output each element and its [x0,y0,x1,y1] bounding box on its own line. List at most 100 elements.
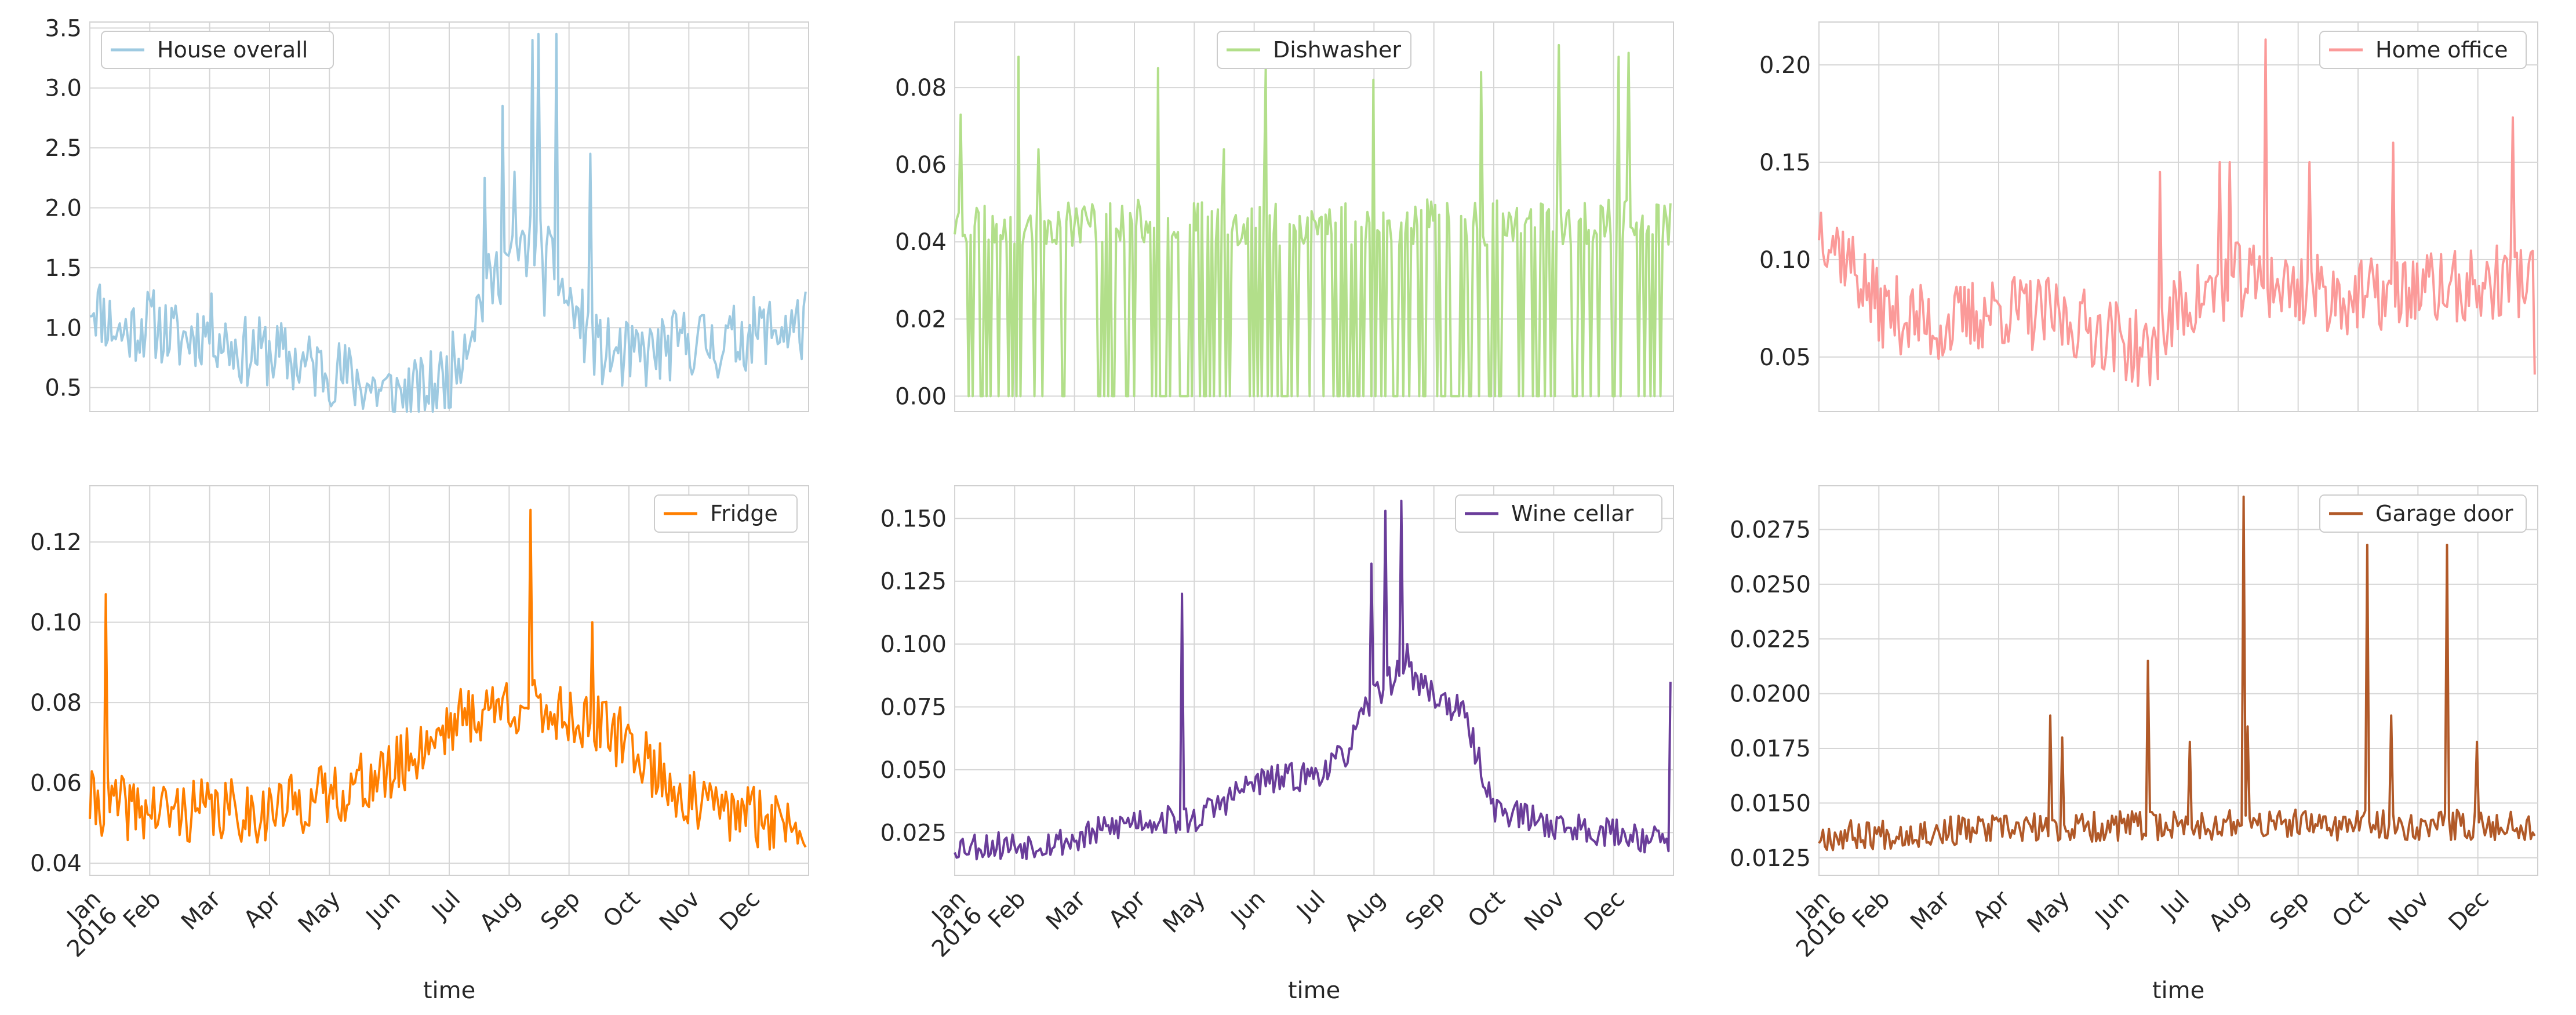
x-tick-label: Jan2016 [911,886,988,963]
x-tick-label: Nov [654,886,705,937]
x-tick-label: Nov [2384,886,2435,937]
x-tick-label: Jul [2155,886,2195,926]
y-tick-label: 0.20 [1759,52,1811,79]
chart-panel-4: 0.025 0.050 0.075 0.100 0.125 0.150 Jan2016Feb… [880,485,1674,1004]
x-axis-label: time [1288,977,1340,1004]
x-axis-label: time [423,977,475,1004]
legend-box [654,494,798,533]
y-tick-label: 0.06 [895,152,947,179]
legend-label: Garage door [2375,501,2513,526]
y-tick-label: 0.0250 [1730,572,1811,598]
y-tick-label: 0.0150 [1730,790,1811,817]
legend: Home office [2319,31,2527,69]
y-tick-label: 0.04 [30,850,82,877]
x-tick-label: Apr [1104,885,1151,933]
legend-box [101,31,334,69]
x-tick-label: Jun [1225,886,1271,932]
y-tick-label: 2.5 [45,135,82,162]
series-line-dishwasher [954,43,1672,398]
x-tick-label: Apr [239,885,286,933]
legend-box [1455,494,1662,533]
x-tick-label: Aug [2204,886,2255,937]
legend: Wine cellar [1455,494,1662,533]
x-tick-label: Sep [1400,886,1450,936]
x-tick-label: Jan2016 [46,886,123,963]
x-tick-label: Sep [2265,886,2315,936]
x-tick-label: Jan2016 [1775,886,1852,963]
x-tick-label: Dec [715,886,765,936]
chart-panel-5: 0.0125 0.0150 0.0175 0.0200 0.0225 0.0250 0.02… [1730,485,2538,1004]
y-tick-label: 3.5 [45,15,82,42]
series-line-wine-cellar [954,500,1672,861]
y-tick-label: 0.100 [880,631,947,658]
legend-label: Dishwasher [1273,37,1401,63]
legend-label: Fridge [710,501,778,526]
y-tick-label: 1.0 [45,315,82,341]
x-tick-label: Oct [2327,886,2374,933]
x-tick-label: Feb [118,886,166,934]
legend-label: House overall [157,37,308,63]
y-tick-label: 3.0 [45,75,82,102]
y-tick-label: 0.0275 [1730,517,1811,544]
y-tick-label: 0.125 [880,569,947,595]
x-tick-label: Aug [475,886,526,937]
x-tick-label: Dec [2444,886,2494,936]
chart-panel-2: 0.05 0.10 0.15 0.20 Home office [1759,21,2538,412]
legend-label: Wine cellar [1511,501,1634,526]
y-tick-label: 0.00 [895,383,947,410]
x-tick-label: Jul [426,886,466,926]
y-tick-label: 0.0225 [1730,626,1811,653]
legend-label: Home office [2375,37,2508,63]
legend: House overall [101,31,334,69]
y-tick-label: 0.12 [30,529,82,556]
series-line-house-overall [89,32,807,413]
chart-panel-1: 0.00 0.02 0.04 0.06 0.08 Dishwasher [895,21,1674,412]
x-tick-label: Jul [1291,886,1331,926]
y-tick-label: 0.15 [1759,150,1811,176]
y-tick-label: 0.08 [895,75,947,101]
series-line-garage-door [1818,495,2536,852]
x-tick-label: Mar [1905,885,1955,935]
x-tick-label: May [2022,886,2075,938]
x-tick-label: Apr [1968,885,2015,933]
y-tick-label: 2.0 [45,195,82,221]
y-tick-label: 0.10 [30,610,82,636]
legend: Dishwasher [1217,31,1411,69]
x-tick-label: Dec [1580,886,1630,936]
x-axis-label: time [2152,977,2204,1004]
x-tick-label: Aug [1340,886,1391,937]
y-tick-label: 0.025 [880,820,947,846]
y-tick-label: 0.050 [880,757,947,784]
y-tick-label: 0.5 [45,375,82,402]
x-tick-label: Mar [1041,885,1091,935]
y-tick-label: 0.06 [30,770,82,797]
y-tick-label: 0.0200 [1730,681,1811,708]
x-tick-label: Oct [1463,886,1510,933]
legend-box [2319,494,2527,533]
legend-box [1217,31,1411,69]
y-tick-label: 0.075 [880,694,947,721]
x-tick-label: Nov [1519,886,1570,937]
series-line-home-office [1818,38,2536,387]
x-tick-label: Sep [536,886,585,936]
x-tick-label: Mar [176,885,226,935]
x-tick-label: Jun [2089,886,2135,932]
legend: Fridge [654,494,798,533]
x-tick-label: Oct [598,886,645,933]
y-tick-label: 0.0175 [1730,736,1811,762]
series-line-fridge [89,508,807,851]
x-tick-label: Feb [1847,886,1895,934]
x-tick-label: Jun [360,886,406,932]
chart-panel-0: 0.5 1.0 1.5 2.0 2.5 3.0 3.5 House overall [45,15,809,413]
y-tick-label: 0.02 [895,306,947,333]
x-tick-label: May [293,886,346,938]
y-tick-label: 0.150 [880,505,947,532]
x-tick-label: Feb [983,886,1031,934]
y-tick-label: 0.10 [1759,247,1811,274]
x-tick-label: May [1158,886,1211,938]
legend: Garage door [2319,494,2527,533]
legend-box [2319,31,2527,69]
